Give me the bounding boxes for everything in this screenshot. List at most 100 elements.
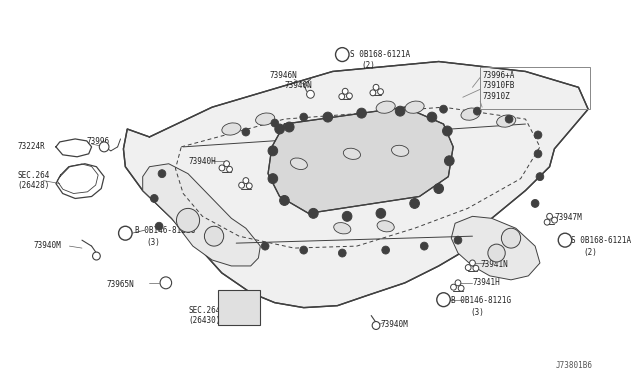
Polygon shape <box>124 61 588 308</box>
Text: B: B <box>123 230 128 236</box>
Circle shape <box>534 131 542 139</box>
Circle shape <box>451 284 456 290</box>
Text: 73946N: 73946N <box>270 71 298 80</box>
Circle shape <box>308 208 318 218</box>
Circle shape <box>339 94 345 100</box>
Ellipse shape <box>461 108 480 120</box>
Circle shape <box>488 244 505 262</box>
Circle shape <box>156 222 163 230</box>
Text: 73910Z: 73910Z <box>482 92 510 101</box>
Circle shape <box>239 182 244 188</box>
Circle shape <box>275 124 284 134</box>
Circle shape <box>280 196 289 205</box>
Circle shape <box>177 208 200 232</box>
Ellipse shape <box>333 222 351 234</box>
Circle shape <box>454 236 462 244</box>
Text: S: S <box>563 237 568 243</box>
Circle shape <box>458 285 464 291</box>
Ellipse shape <box>497 115 516 127</box>
Circle shape <box>445 156 454 166</box>
Text: 73940M: 73940M <box>381 320 408 328</box>
Text: SEC.264: SEC.264 <box>17 171 50 180</box>
Circle shape <box>501 228 521 248</box>
Ellipse shape <box>291 158 307 170</box>
Circle shape <box>300 113 308 121</box>
Circle shape <box>243 178 249 184</box>
Bar <box>480 67 590 109</box>
Circle shape <box>99 142 109 152</box>
Circle shape <box>470 260 476 266</box>
Circle shape <box>268 146 278 156</box>
Text: N: N <box>164 280 168 285</box>
Circle shape <box>505 115 513 123</box>
Ellipse shape <box>377 221 394 232</box>
Polygon shape <box>451 217 540 280</box>
Circle shape <box>420 242 428 250</box>
Circle shape <box>160 277 172 289</box>
Circle shape <box>427 112 436 122</box>
Text: 73224R: 73224R <box>17 142 45 151</box>
Text: 73947M: 73947M <box>554 214 582 222</box>
Circle shape <box>558 233 572 247</box>
Circle shape <box>547 214 552 219</box>
Polygon shape <box>268 107 453 214</box>
Circle shape <box>372 321 380 330</box>
Text: S 0B168-6121A: S 0B168-6121A <box>350 49 410 59</box>
Circle shape <box>158 170 166 178</box>
Text: 73996: 73996 <box>87 137 110 146</box>
Circle shape <box>118 226 132 240</box>
Circle shape <box>531 199 539 208</box>
Circle shape <box>474 107 481 115</box>
Text: B: B <box>441 297 446 303</box>
Circle shape <box>271 119 278 127</box>
Circle shape <box>300 246 308 254</box>
Text: 73941H: 73941H <box>472 278 500 287</box>
Circle shape <box>455 280 461 286</box>
Ellipse shape <box>376 101 396 113</box>
Circle shape <box>442 126 452 136</box>
Circle shape <box>261 242 269 250</box>
Text: B 0B146-8121G: B 0B146-8121G <box>451 296 511 305</box>
Circle shape <box>284 122 294 132</box>
Circle shape <box>150 195 158 202</box>
Circle shape <box>93 252 100 260</box>
Circle shape <box>382 246 390 254</box>
Circle shape <box>342 88 348 94</box>
Circle shape <box>268 174 278 184</box>
Text: 73965N: 73965N <box>106 280 134 289</box>
Circle shape <box>534 150 542 158</box>
Circle shape <box>335 48 349 61</box>
Ellipse shape <box>222 123 241 135</box>
Circle shape <box>544 219 550 225</box>
Text: 73940N: 73940N <box>284 81 312 90</box>
Circle shape <box>378 89 383 94</box>
Text: J73801B6: J73801B6 <box>556 361 593 370</box>
Circle shape <box>323 112 333 122</box>
Circle shape <box>396 106 405 116</box>
Circle shape <box>342 211 352 221</box>
Circle shape <box>473 265 479 271</box>
Circle shape <box>434 184 444 193</box>
Text: (2): (2) <box>362 61 376 70</box>
Text: B 0B146-8121G: B 0B146-8121G <box>135 226 195 235</box>
Text: (3): (3) <box>470 308 484 317</box>
Ellipse shape <box>343 148 360 160</box>
Ellipse shape <box>405 101 424 113</box>
Circle shape <box>346 93 353 99</box>
Text: S: S <box>340 52 345 58</box>
Text: 73940H: 73940H <box>188 157 216 166</box>
Text: (26428): (26428) <box>17 181 50 190</box>
Circle shape <box>246 183 252 189</box>
Text: (26430): (26430) <box>188 315 220 325</box>
Circle shape <box>356 108 366 118</box>
Text: 73941N: 73941N <box>480 260 508 269</box>
Text: 73996+A: 73996+A <box>482 71 515 80</box>
Circle shape <box>370 90 376 96</box>
Circle shape <box>552 217 557 223</box>
Circle shape <box>536 173 544 181</box>
Circle shape <box>224 161 230 167</box>
Ellipse shape <box>392 145 409 156</box>
Text: 73910FB: 73910FB <box>482 81 515 90</box>
Text: (3): (3) <box>147 238 161 247</box>
Text: S 0B168-6121A: S 0B168-6121A <box>571 236 631 245</box>
